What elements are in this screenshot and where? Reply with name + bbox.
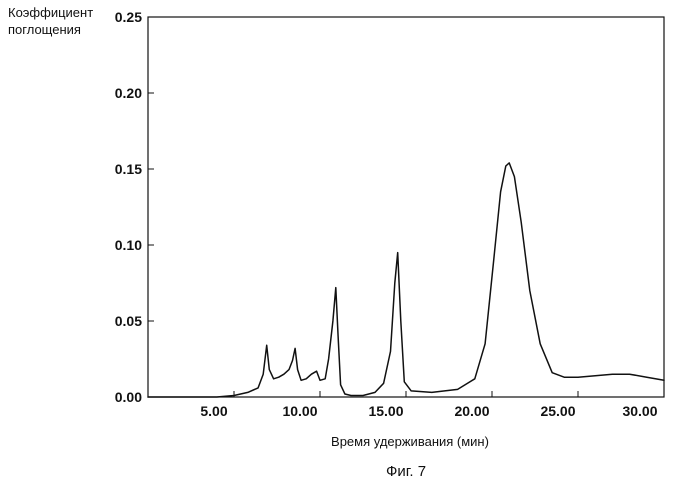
y-tick-label: 0.25: [115, 9, 142, 25]
x-tick-label: 5.00: [200, 403, 227, 419]
x-tick-label: 15.00: [368, 403, 403, 419]
y-tick-label: 0.00: [115, 389, 142, 405]
y-axis-labels: 0.00 0.05 0.10 0.15 0.20 0.25: [115, 9, 142, 405]
figure-caption: Фиг. 7: [386, 463, 426, 480]
plot-frame: [148, 17, 664, 397]
x-tick-label: 20.00: [454, 403, 489, 419]
chromatogram-line: [148, 163, 664, 397]
y-tick-label: 0.05: [115, 313, 142, 329]
y-tick-label: 0.15: [115, 161, 142, 177]
series-layer: [148, 163, 664, 397]
axis-ticks: [148, 17, 664, 397]
x-tick-label: 10.00: [282, 403, 317, 419]
x-axis-labels: 5.00 10.00 15.00 20.00 25.00 30.00: [200, 403, 657, 419]
y-tick-label: 0.10: [115, 237, 142, 253]
y-tick-label: 0.20: [115, 85, 142, 101]
x-tick-label: 25.00: [540, 403, 575, 419]
x-axis-title: Время удерживания (мин): [331, 434, 489, 449]
x-tick-label: 30.00: [622, 403, 657, 419]
y-axis-title-line-1: Коэффициент: [8, 5, 93, 20]
y-axis-title-line-2: поглощения: [8, 22, 81, 37]
